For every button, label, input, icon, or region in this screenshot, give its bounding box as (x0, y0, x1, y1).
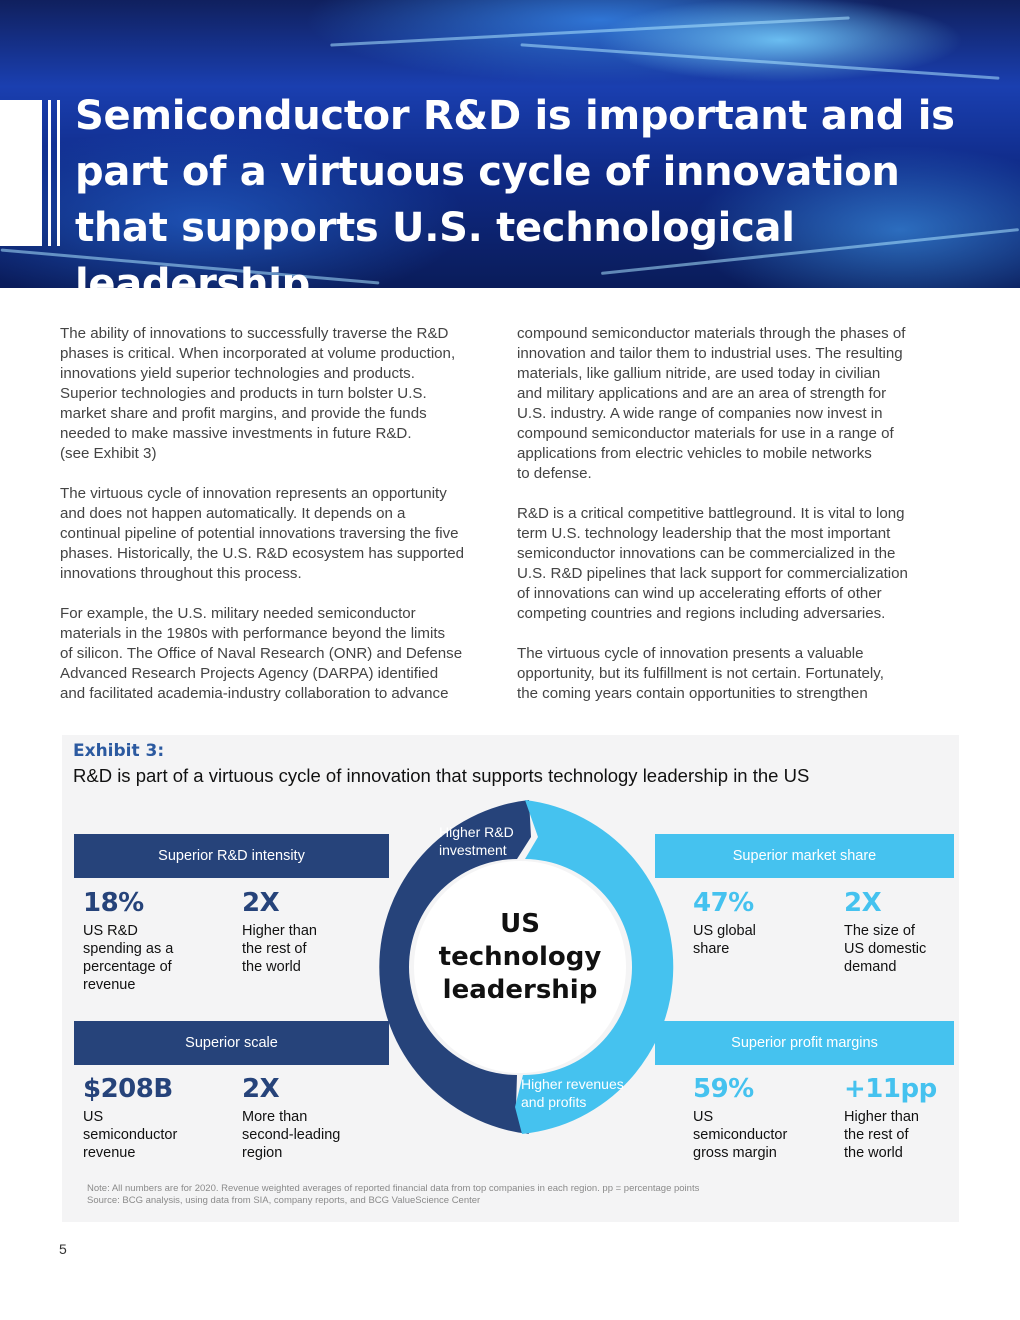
stat-value: $208B (83, 1074, 173, 1104)
exhibit-note: Note: All numbers are for 2020. Revenue … (87, 1183, 700, 1194)
band-scale: Superior scale (74, 1021, 389, 1065)
stat-description: US semiconductor revenue (83, 1109, 178, 1161)
band-rd-intensity: Superior R&D intensity (74, 834, 389, 878)
stat-value: 2X (844, 888, 882, 918)
arc-label-bottom: Higher revenues and profits (521, 1076, 624, 1110)
ring-arc-dark (379, 800, 531, 1134)
stat-gross-margin: 59% US semiconductor gross margin (693, 1074, 787, 1162)
stat-rd-spending: 18% US R&D spending as a percentage of r… (83, 888, 173, 994)
banner-accent-bar (57, 100, 60, 246)
paragraph: The virtuous cycle of innovation present… (517, 645, 884, 702)
exhibit-title: R&D is part of a virtuous cycle of innov… (73, 765, 810, 786)
paragraph: compound semiconductor materials through… (517, 325, 906, 482)
stat-scale-multiple: 2X More than second-leading region (242, 1074, 340, 1162)
band-heading: Superior R&D intensity (158, 848, 305, 864)
stat-description: Higher than the rest of the world (242, 923, 317, 975)
paragraph: R&D is a critical competitive battlegrou… (517, 505, 908, 622)
stat-value: 2X (242, 1074, 280, 1104)
stat-description: More than second-leading region (242, 1109, 341, 1161)
stat-value: 47% (693, 888, 754, 918)
band-market-share: Superior market share (655, 834, 954, 878)
band-heading: Superior market share (732, 848, 877, 864)
paragraph: For example, the U.S. military needed se… (60, 605, 463, 702)
stat-value: +11pp (844, 1074, 937, 1104)
paragraph: The ability of innovations to successful… (60, 325, 456, 462)
exhibit-label: Exhibit 3: (73, 741, 165, 761)
stat-rd-multiple: 2X Higher than the rest of the world (242, 888, 317, 976)
stat-description: US global share (693, 923, 756, 957)
stat-revenue: $208B US semiconductor revenue (83, 1074, 177, 1162)
stat-value: 59% (693, 1074, 754, 1104)
page-title: Semiconductor R&D is important and is pa… (75, 93, 955, 288)
stat-description: The size of US domestic demand (844, 923, 927, 975)
stat-global-share: 47% US global share (693, 888, 756, 958)
header-banner: Semiconductor R&D is important and is pa… (0, 0, 1020, 288)
ring-center (414, 861, 626, 1073)
banner-accent-bar (48, 100, 51, 246)
page-number: 5 (59, 1241, 67, 1257)
stat-margin-delta: +11pp Higher than the rest of the world (844, 1074, 937, 1162)
body-column-left: The ability of innovations to successful… (60, 324, 500, 724)
stat-description: US semiconductor gross margin (693, 1109, 788, 1161)
exhibit-source: Source: BCG analysis, using data from SI… (87, 1195, 481, 1206)
banner-light-streak (520, 43, 1000, 80)
cycle-ring (379, 800, 674, 1134)
center-label: US technology leadership (438, 909, 602, 1005)
paragraph: The virtuous cycle of innovation represe… (60, 485, 465, 582)
stat-description: Higher than the rest of the world (844, 1109, 919, 1161)
band-heading: Superior scale (185, 1035, 278, 1051)
stat-domestic-demand: 2X The size of US domestic demand (844, 888, 926, 976)
band-profit: Superior profit margins (655, 1021, 954, 1065)
banner-light-streak (330, 16, 850, 47)
stat-value: 18% (83, 888, 144, 918)
ring-arc-light (515, 800, 674, 1134)
arc-label-top: Higher R&D investment (439, 824, 514, 858)
body-column-right: compound semiconductor materials through… (517, 324, 957, 724)
banner-accent-block (0, 100, 42, 246)
stat-description: US R&D spending as a percentage of reven… (83, 923, 174, 993)
exhibit-notes: Note: All numbers are for 2020. Revenue … (87, 1183, 699, 1207)
stat-value: 2X (242, 888, 280, 918)
band-heading: Superior profit margins (731, 1035, 878, 1051)
